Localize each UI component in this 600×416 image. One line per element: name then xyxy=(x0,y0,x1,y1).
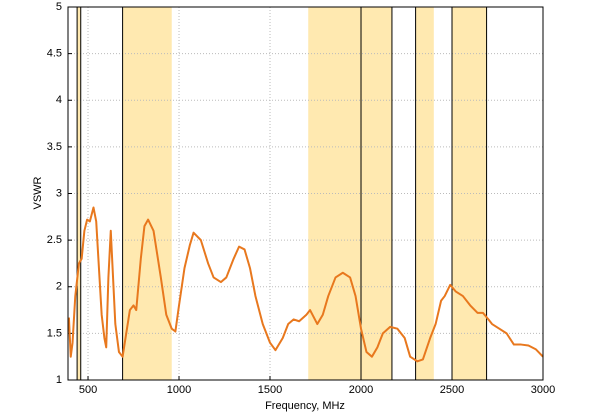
band xyxy=(415,7,434,380)
band xyxy=(122,7,172,380)
x-tick-label: 1000 xyxy=(167,384,191,396)
y-tick-label: 2 xyxy=(56,281,62,293)
y-tick-label: 2.5 xyxy=(47,234,62,246)
y-tick-label: 1.5 xyxy=(47,327,62,339)
y-axis-label: VSWR xyxy=(32,176,44,209)
y-tick-label: 4 xyxy=(56,94,62,106)
band xyxy=(77,7,81,380)
plot-frame xyxy=(67,6,544,381)
x-tick-label: 1500 xyxy=(258,384,282,396)
x-tick-label: 500 xyxy=(79,384,97,396)
x-axis-label: Frequency, MHz xyxy=(265,400,345,412)
x-tick-label: 2000 xyxy=(349,384,373,396)
y-tick-label: 3 xyxy=(56,187,62,199)
x-tick-label: 2500 xyxy=(440,384,464,396)
y-tick-label: 3.5 xyxy=(47,141,62,153)
y-tick-label: 1 xyxy=(56,374,62,386)
y-tick-label: 5 xyxy=(56,1,62,13)
data-line xyxy=(67,206,544,363)
y-tick-label: 4.5 xyxy=(47,48,62,60)
band xyxy=(452,7,487,380)
x-tick-label: 3000 xyxy=(531,384,555,396)
